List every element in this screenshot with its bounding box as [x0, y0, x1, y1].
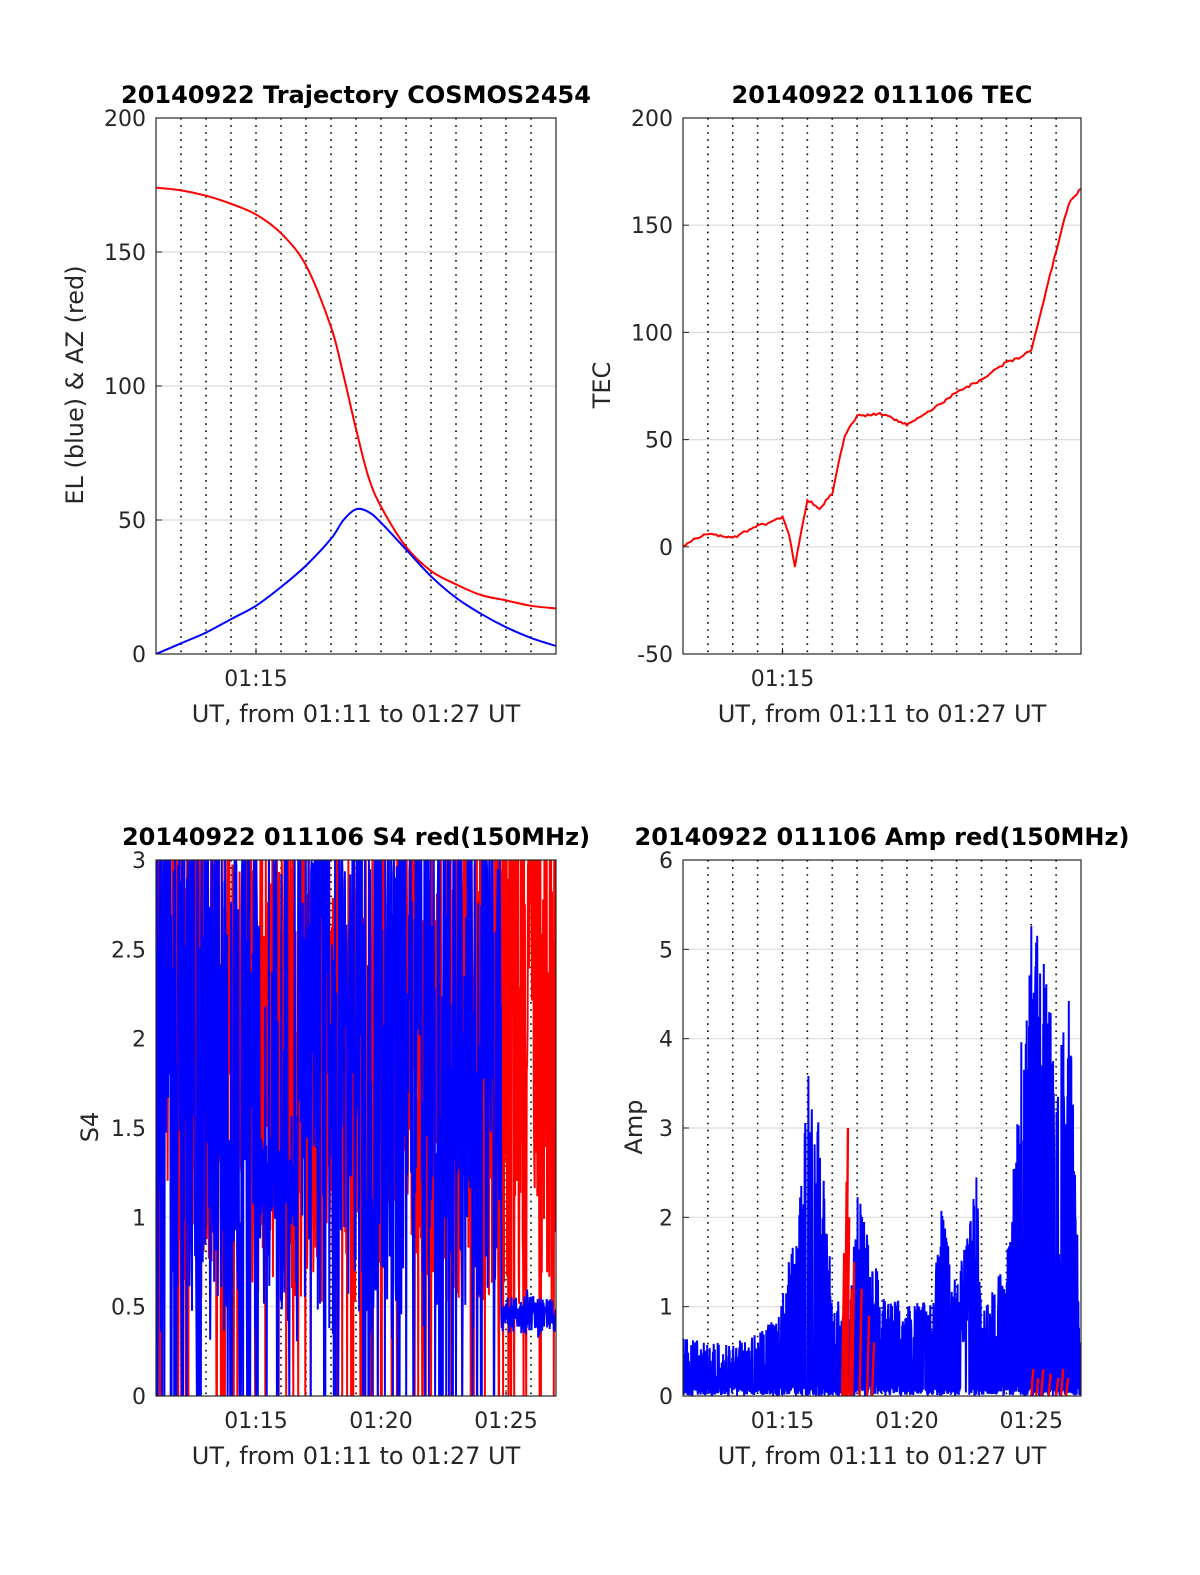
series-line-blue — [156, 507, 556, 654]
ytick-label: 2.5 — [111, 938, 146, 963]
ytick-label: 3 — [659, 1117, 673, 1142]
red-spike — [1035, 1377, 1040, 1396]
red-spike — [1047, 1373, 1052, 1396]
amp-xlabel: UT, from 01:11 to 01:27 UT — [718, 1442, 1047, 1470]
red-spike — [1059, 1369, 1065, 1396]
red-spike — [870, 1342, 876, 1396]
xtick-label: 01:15 — [751, 667, 814, 692]
tec-title: 20140922 011106 TEC — [732, 81, 1033, 109]
axes-frame — [155, 859, 557, 1397]
red-spike — [1054, 1377, 1060, 1396]
ytick-label: 200 — [104, 107, 146, 132]
red-spike — [858, 1288, 863, 1396]
ytick-label: 0 — [659, 1385, 673, 1410]
series-line-blue — [683, 926, 1081, 1396]
red-spike — [845, 1217, 851, 1396]
series-line-red — [156, 186, 556, 610]
ytick-label: 50 — [645, 429, 673, 454]
panel-s4: 20140922 011106 S4 red(150MHz) 0 0.5 1 1.5 2… — [76, 823, 590, 1470]
xtick-label: 01:15 — [751, 1409, 814, 1434]
red-spike — [1030, 1369, 1035, 1396]
red-spike — [865, 1315, 871, 1396]
s4-plot-area: 0 0.5 1 1.5 2 2.5 3 01:15 01:20 01:25 — [111, 849, 557, 1434]
red-spike — [848, 1288, 853, 1396]
tec-xlabel: UT, from 01:11 to 01:27 UT — [718, 700, 1047, 728]
axes-frame — [682, 859, 1082, 1397]
ytick-label: 100 — [631, 321, 673, 346]
xtick-label: 01:20 — [349, 1409, 412, 1434]
series-line-red — [683, 187, 1081, 568]
ytick-label: 150 — [631, 214, 673, 239]
series-group — [683, 187, 1081, 568]
s4-title: 20140922 011106 S4 red(150MHz) — [122, 823, 590, 851]
xtick-label: 01:25 — [1000, 1409, 1063, 1434]
series-line-blue — [156, 860, 556, 1396]
series-group — [156, 860, 556, 1396]
ytick-label: 1 — [659, 1296, 673, 1321]
s4-xlabel: UT, from 01:11 to 01:27 UT — [192, 1442, 521, 1470]
xtick-label: 01:15 — [224, 1409, 287, 1434]
axes-frame — [155, 117, 557, 655]
panel-trajectory: 20140922 Trajectory COSMOS2454 0 50 100 150… — [61, 81, 591, 728]
panel-amp: 20140922 011106 Amp red(150MHz) 01234560… — [620, 823, 1129, 1470]
trajectory-title: 20140922 Trajectory COSMOS2454 — [121, 81, 591, 109]
ytick-label: 4 — [659, 1028, 673, 1053]
ytick-label: 150 — [104, 241, 146, 266]
ytick-label: -50 — [637, 643, 673, 668]
trajectory-xlabel: UT, from 01:11 to 01:27 UT — [192, 700, 521, 728]
ytick-label: 200 — [631, 107, 673, 132]
ytick-label: 6 — [659, 849, 673, 874]
trajectory-plot-area: 0 50 100 150 200 01:15 — [104, 107, 557, 692]
axes-frame — [682, 117, 1082, 655]
panel-tec: 20140922 011106 TEC -50 0 50 100 150 200 01:15… — [588, 81, 1082, 728]
red-spike — [1040, 1369, 1045, 1396]
tec-ylabel: TEC — [588, 362, 616, 410]
ytick-label: 0 — [132, 643, 146, 668]
xtick-label: 01:20 — [875, 1409, 938, 1434]
ytick-label: 100 — [104, 375, 146, 400]
trajectory-ylabel: EL (blue) & AZ (red) — [61, 265, 89, 504]
amp-title: 20140922 011106 Amp red(150MHz) — [635, 823, 1130, 851]
ytick-label: 1.5 — [111, 1117, 146, 1142]
series-group — [683, 926, 1081, 1396]
amp-ylabel: Amp — [620, 1099, 648, 1154]
xtick-label: 01:15 — [224, 667, 287, 692]
ytick-label: 5 — [659, 938, 673, 963]
ytick-label: 2 — [659, 1206, 673, 1231]
ytick-label: 2 — [132, 1028, 146, 1053]
ytick-label: 1 — [132, 1206, 146, 1231]
red-spike — [844, 1127, 850, 1396]
ytick-label: 3 — [132, 849, 146, 874]
red-spike — [850, 1261, 856, 1396]
tec-plot-area: -50 0 50 100 150 200 01:15 — [631, 107, 1082, 692]
red-spike — [841, 1253, 846, 1396]
red-spike — [1064, 1377, 1070, 1396]
s4-ylabel: S4 — [76, 1112, 104, 1143]
ytick-label: 0 — [659, 536, 673, 561]
ytick-label: 0.5 — [111, 1296, 146, 1321]
ytick-label: 0 — [132, 1385, 146, 1410]
xtick-label: 01:25 — [474, 1409, 537, 1434]
amp-plot-area: 0 1 2 3 4 5 6 01:15 01:20 01:25 — [659, 849, 1082, 1434]
series-group — [156, 186, 556, 654]
ytick-label: 50 — [118, 509, 146, 534]
